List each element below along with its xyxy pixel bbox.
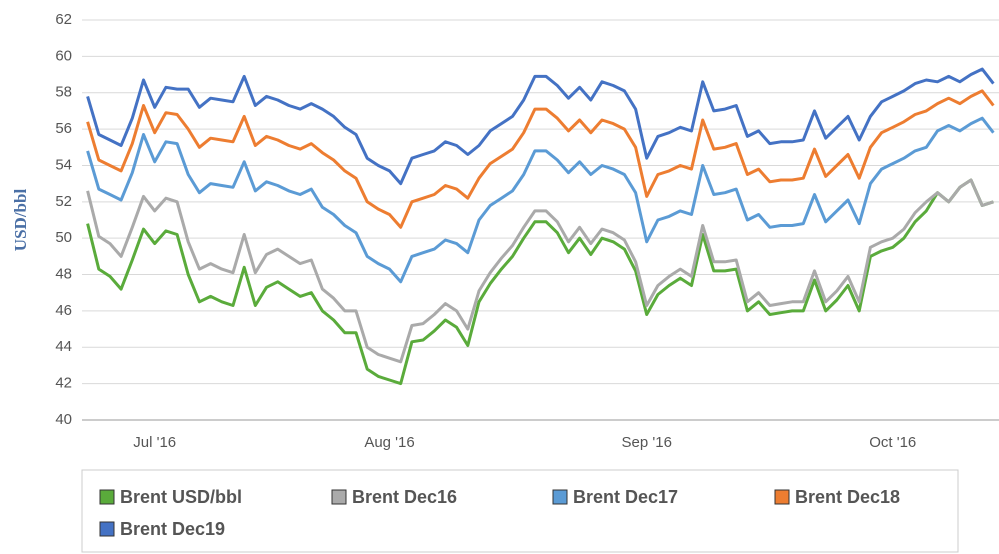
y-tick-label: 56 — [55, 120, 72, 137]
legend-label: Brent USD/bbl — [120, 487, 242, 507]
x-tick-label: Aug '16 — [364, 434, 414, 451]
x-tick-label: Oct '16 — [869, 434, 916, 451]
x-tick-label: Jul '16 — [133, 434, 176, 451]
series-line — [86, 178, 994, 386]
y-tick-label: 44 — [55, 338, 72, 355]
y-tick-label: 48 — [55, 266, 72, 283]
legend-label: Brent Dec19 — [120, 519, 225, 539]
y-tick-label: 52 — [55, 193, 72, 210]
y-tick-label: 50 — [55, 229, 72, 246]
y-tick-label: 54 — [55, 156, 72, 173]
legend-label: Brent Dec18 — [795, 487, 900, 507]
y-tick-label: 42 — [55, 375, 72, 392]
legend-swatch — [99, 489, 115, 505]
legend-swatch — [774, 489, 790, 505]
series-line — [86, 67, 995, 186]
series-line — [86, 89, 995, 229]
y-tick-label: 40 — [55, 411, 72, 428]
x-tick-label: Sep '16 — [622, 434, 672, 451]
legend-label: Brent Dec17 — [573, 487, 678, 507]
y-tick-label: 62 — [55, 11, 72, 28]
series-line — [86, 178, 994, 364]
y-tick-label: 60 — [55, 47, 72, 64]
legend-box — [81, 469, 959, 553]
series-line — [86, 116, 995, 284]
y-axis-label: USD/bbl — [11, 189, 30, 252]
y-tick-label: 46 — [55, 302, 72, 319]
y-tick-label: 58 — [55, 84, 72, 101]
legend-swatch — [552, 489, 568, 505]
legend-label: Brent Dec16 — [352, 487, 457, 507]
legend-swatch — [99, 521, 115, 537]
legend-swatch — [331, 489, 347, 505]
